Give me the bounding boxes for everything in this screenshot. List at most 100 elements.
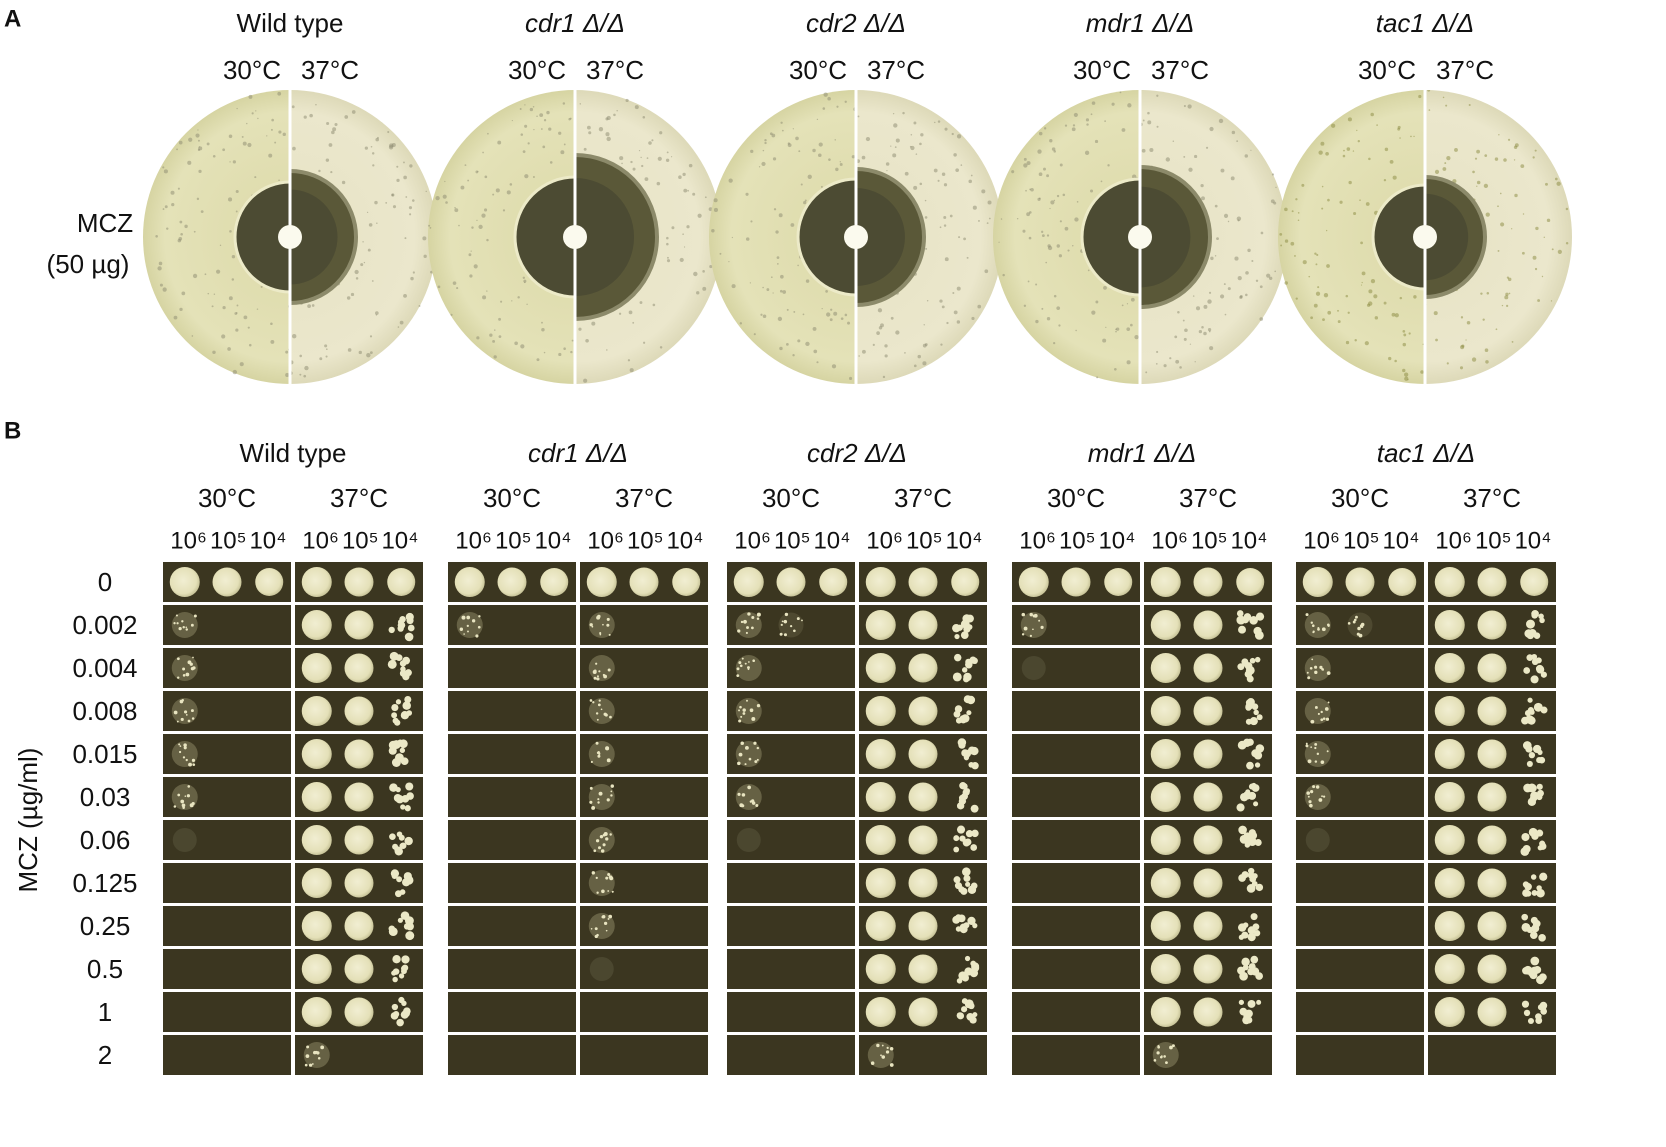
spot-row [727, 992, 855, 1032]
colony [1320, 710, 1323, 714]
texture [1046, 174, 1050, 178]
texture [271, 118, 274, 122]
colony [1251, 880, 1258, 887]
texture [1000, 218, 1003, 220]
colony [394, 847, 403, 856]
colony [589, 800, 593, 804]
colony [1540, 1008, 1548, 1015]
colony [599, 834, 604, 839]
strain-title: cdr1 Δ/Δ [528, 438, 628, 468]
spot [908, 911, 938, 941]
texture [328, 143, 333, 147]
texture [802, 313, 805, 316]
texture [385, 201, 388, 204]
colony [1321, 667, 1324, 671]
colony [1523, 667, 1531, 674]
texture [1392, 175, 1397, 180]
spot [1477, 653, 1507, 683]
concentration-label: 1 [98, 997, 112, 1027]
texture [782, 290, 787, 294]
texture [367, 248, 371, 252]
texture [651, 139, 654, 142]
colony [1241, 931, 1249, 939]
texture [778, 213, 783, 218]
spot [908, 782, 938, 812]
colony [405, 612, 414, 622]
texture [442, 194, 447, 199]
texture [299, 354, 302, 358]
spot [1150, 825, 1181, 855]
texture [511, 300, 513, 302]
colony [397, 619, 404, 626]
texture [1203, 331, 1207, 336]
texture [277, 91, 282, 96]
texture [1156, 94, 1159, 97]
panel-label: B [4, 417, 21, 444]
texture [1094, 139, 1099, 144]
texture [1115, 327, 1120, 331]
spot-row [580, 992, 708, 1032]
spot [908, 739, 938, 769]
colony [183, 743, 187, 747]
texture [847, 321, 851, 325]
texture [486, 238, 489, 242]
texture [212, 350, 216, 355]
spot [588, 827, 615, 853]
texture [1476, 185, 1478, 187]
texture [1399, 137, 1401, 139]
colony [1540, 706, 1548, 714]
texture [909, 145, 912, 148]
spot [1150, 610, 1181, 640]
texture [857, 115, 860, 118]
colony [1305, 613, 1309, 617]
texture [882, 375, 886, 379]
texture [1220, 294, 1225, 299]
colony [1309, 803, 1313, 808]
colony [956, 802, 965, 810]
texture [478, 224, 483, 230]
colony [971, 962, 980, 971]
texture [558, 352, 562, 357]
texture [1323, 293, 1329, 298]
colony [399, 747, 406, 754]
texture [823, 92, 828, 97]
texture [1046, 234, 1050, 237]
texture [1177, 311, 1180, 314]
texture [532, 176, 535, 179]
texture [1460, 316, 1464, 319]
colony [192, 763, 196, 767]
colony [399, 843, 406, 849]
texture [1220, 168, 1225, 173]
texture [193, 230, 196, 233]
texture [1360, 241, 1363, 245]
colony [1251, 782, 1257, 788]
texture [1126, 360, 1131, 365]
texture [1501, 304, 1504, 307]
colony [598, 699, 601, 702]
dilution-label: 10⁴ [1230, 527, 1267, 554]
texture [549, 161, 553, 164]
spot [908, 696, 938, 726]
colony [956, 978, 963, 984]
texture [1095, 300, 1099, 304]
colony [1306, 791, 1310, 795]
texture [470, 250, 472, 252]
colony [1244, 662, 1253, 670]
texture [1091, 101, 1096, 105]
colony [959, 925, 968, 934]
texture [1029, 211, 1032, 214]
texture [192, 273, 198, 279]
texture [1188, 167, 1193, 172]
colony [1528, 752, 1536, 759]
texture [266, 135, 268, 137]
texture [1413, 135, 1415, 138]
texture [585, 338, 589, 343]
colony [746, 626, 749, 630]
texture [830, 308, 833, 311]
texture [1087, 269, 1090, 272]
texture [1056, 306, 1061, 310]
colony [1530, 791, 1539, 800]
texture [1026, 161, 1031, 166]
texture [454, 206, 456, 209]
plate-half-30 [143, 90, 290, 384]
